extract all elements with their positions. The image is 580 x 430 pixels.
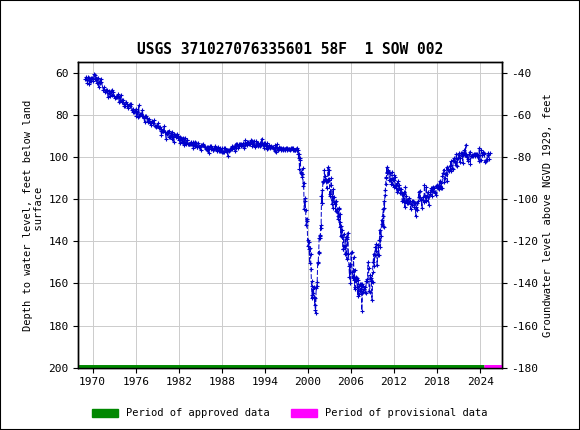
Text: ≡USGS: ≡USGS [3, 14, 74, 31]
Title: USGS 371027076335601 58F  1 SOW 002: USGS 371027076335601 58F 1 SOW 002 [137, 42, 443, 57]
Y-axis label: Depth to water level, feet below land
  surface: Depth to water level, feet below land su… [23, 99, 44, 331]
Legend: Period of approved data, Period of provisional data: Period of approved data, Period of provi… [88, 404, 492, 423]
Y-axis label: Groundwater level above NGVD 1929, feet: Groundwater level above NGVD 1929, feet [542, 93, 553, 337]
